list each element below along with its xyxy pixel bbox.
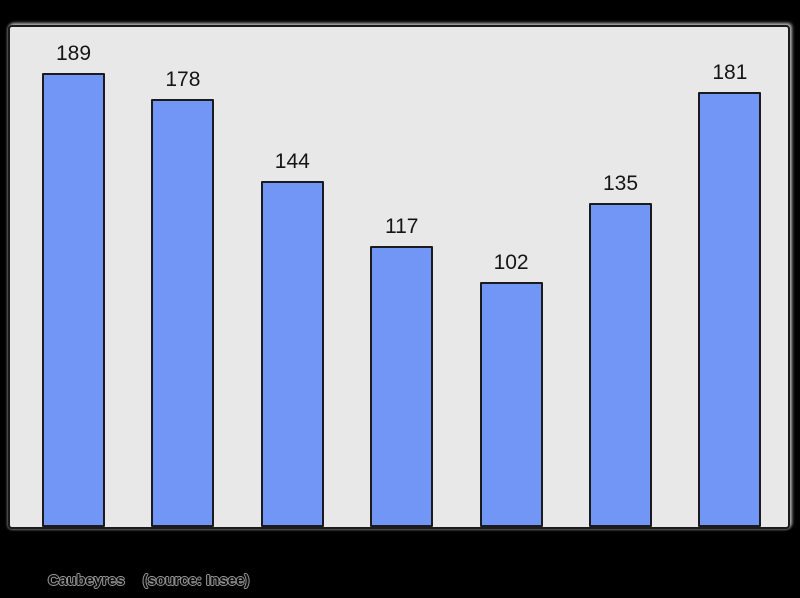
bar-value-label: 189 [55, 41, 92, 65]
caption-source: (source: Insee) [142, 572, 250, 589]
bar-group: 189 [42, 27, 105, 527]
bar-value-label: 178 [165, 68, 201, 92]
bar [42, 72, 105, 527]
plot-area: 189 178 144 117 102 135 181 [8, 25, 790, 529]
bar-value-label: 117 [384, 214, 419, 238]
bar-value-label: 102 [493, 250, 529, 274]
bar [589, 202, 652, 527]
caption: Caubeyres (source: Insee) [48, 572, 249, 590]
bar [479, 281, 543, 527]
bar [698, 91, 762, 527]
bar-group: 144 [260, 27, 324, 527]
bar-group: 178 [151, 27, 215, 527]
bar-group: 181 [698, 27, 762, 527]
bar [260, 180, 324, 527]
bar-group: 135 [589, 27, 652, 527]
bar [370, 245, 434, 527]
bar [151, 99, 215, 527]
caption-location: Caubeyres [48, 572, 125, 589]
bar-group: 102 [479, 27, 543, 527]
bar-value-label: 135 [602, 171, 639, 195]
bar-value-label: 181 [712, 60, 748, 84]
bar-group: 117 [370, 27, 434, 527]
bar-value-label: 144 [274, 149, 310, 173]
